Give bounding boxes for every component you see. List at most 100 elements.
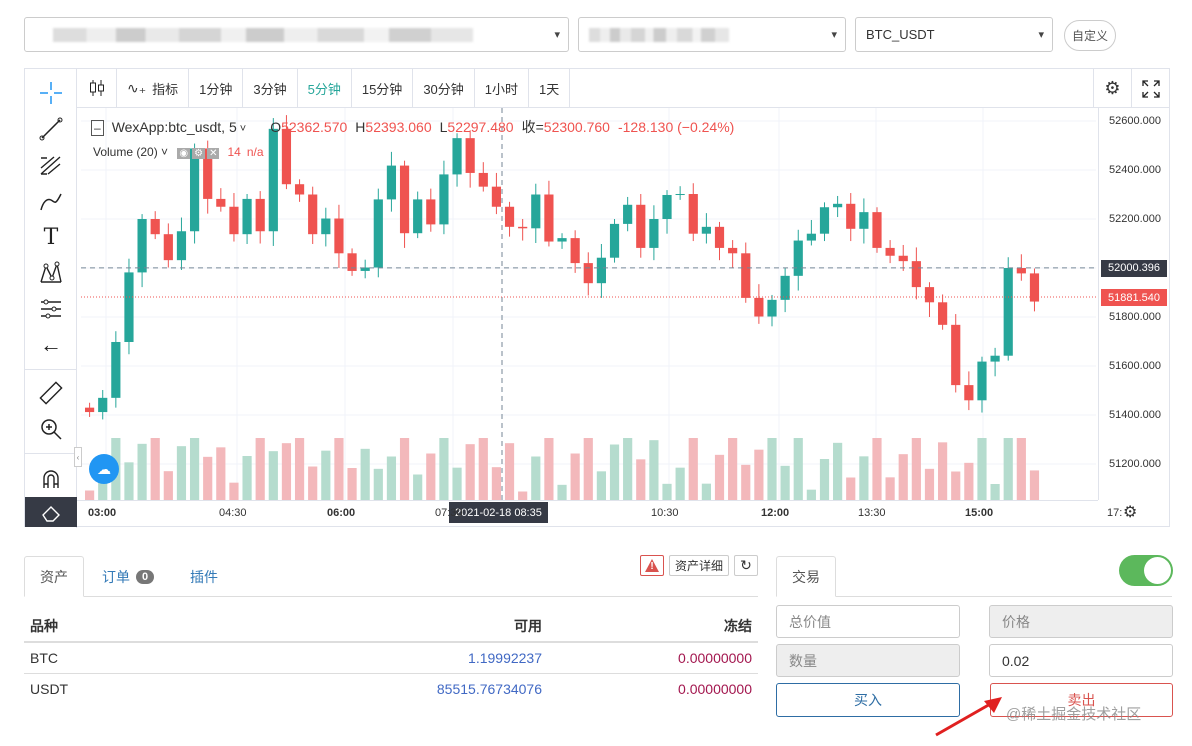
price-axis[interactable]: 52600.00052400.00052200.00052000.0005180…: [1098, 108, 1169, 500]
interval-6[interactable]: 1天: [529, 68, 571, 108]
indicators-button[interactable]: ∿₊ 指标: [117, 68, 190, 108]
candle-body: [754, 297, 764, 317]
eye-icon[interactable]: ◉: [177, 148, 191, 159]
axis-settings-icon[interactable]: ⚙: [1123, 504, 1138, 521]
pattern-tool-icon[interactable]: [25, 255, 77, 291]
volume-bar: [924, 468, 935, 500]
interval-2[interactable]: 5分钟: [298, 68, 352, 108]
cell-frozen: 0.00000000: [548, 641, 758, 673]
chart-toolbar: ∿₊ 指标 1分钟 3分钟 5分钟 15分钟 30分钟 1小时 1天 ⚙: [77, 68, 1169, 108]
gear-icon[interactable]: ⚙: [192, 148, 206, 159]
market-select[interactable]: ▾: [24, 17, 569, 52]
refresh-icon[interactable]: ↻: [734, 555, 758, 576]
candle-body: [1029, 273, 1040, 302]
last-price-tag: 51881.540: [1101, 289, 1167, 307]
candle-body: [728, 247, 738, 254]
crosshair-time-label: 2021-02-18 08:35: [449, 502, 548, 523]
time-tick-label: 17:: [1107, 507, 1123, 519]
ohlc-legend: – WexApp:btc_usdt, 5 ˅ O52362.570 H52393.06…: [91, 117, 734, 137]
interval-0[interactable]: 1分钟: [189, 68, 244, 108]
volume-bar: [583, 438, 593, 500]
quantity-input: 数量: [776, 644, 960, 677]
volume-bar: [833, 442, 843, 500]
exchange-select[interactable]: ▾: [578, 17, 846, 52]
fullscreen-icon[interactable]: [1131, 69, 1169, 108]
tab-orders[interactable]: 订单 0: [102, 556, 155, 597]
magnet-icon[interactable]: [25, 461, 77, 497]
warning-button[interactable]: !: [640, 555, 664, 576]
price-tick-label: 52600.000: [1109, 115, 1161, 127]
candle-body: [150, 219, 160, 235]
price-tick-label: 51400.000: [1109, 409, 1161, 421]
sell-button[interactable]: 卖出: [990, 683, 1173, 717]
close-icon[interactable]: ✕: [207, 148, 220, 159]
buy-button[interactable]: 买入: [776, 683, 960, 717]
candle-body: [662, 194, 672, 219]
settings-icon[interactable]: ⚙: [1093, 69, 1131, 108]
interval-1[interactable]: 3分钟: [243, 68, 298, 108]
volume-bar: [714, 454, 725, 500]
candle-body: [203, 148, 213, 199]
chart-type-button[interactable]: [77, 68, 117, 108]
candle-body: [636, 204, 646, 248]
ruler-tool-icon[interactable]: [25, 375, 77, 411]
volume-bar: [308, 466, 318, 500]
fib-tool-icon[interactable]: [25, 147, 77, 183]
candle-body: [111, 341, 121, 398]
volume-bar: [675, 467, 685, 500]
custom-button[interactable]: 自定义: [1064, 20, 1116, 51]
volume-bar: [754, 449, 764, 500]
trade-toggle[interactable]: [1119, 555, 1173, 586]
chevron-down-icon[interactable]: ˅: [236, 123, 247, 135]
amount-input[interactable]: 0.02: [989, 644, 1173, 677]
crosshair-tool-icon[interactable]: [25, 75, 77, 111]
eraser-icon[interactable]: [25, 497, 77, 527]
volume-bar: [793, 438, 803, 500]
high-label: H: [355, 119, 366, 135]
trend-line-tool-icon[interactable]: [25, 111, 77, 147]
indicators-icon: ∿₊: [127, 79, 147, 96]
interval-3[interactable]: 15分钟: [352, 68, 414, 108]
candle-body: [465, 138, 475, 173]
volume-bar: [911, 438, 921, 500]
tab-trade[interactable]: 交易: [776, 556, 836, 597]
candle-body: [98, 397, 108, 413]
candle-body: [518, 226, 528, 229]
tab-assets[interactable]: 资产: [24, 556, 84, 597]
orders-count-badge: 0: [136, 569, 155, 584]
candle-body: [649, 219, 659, 248]
volume-bar: [531, 456, 541, 500]
candle-body: [504, 206, 515, 227]
price-plot[interactable]: [81, 108, 1096, 500]
candle-body: [924, 287, 935, 303]
chevron-down-icon[interactable]: ˅: [157, 145, 172, 159]
text-tool-icon[interactable]: T: [43, 224, 59, 250]
zoom-in-icon[interactable]: [25, 411, 77, 447]
collapse-icon[interactable]: –: [91, 120, 104, 136]
hide-toolbar-handle[interactable]: ‹: [74, 447, 82, 467]
volume-bar: [137, 443, 147, 500]
time-tick-label: 12:00: [761, 507, 790, 519]
volume-bar: [623, 438, 633, 500]
prediction-tool-icon[interactable]: [25, 291, 77, 327]
logo-icon[interactable]: ☁: [89, 454, 119, 484]
interval-4[interactable]: 30分钟: [413, 68, 475, 108]
pair-select[interactable]: BTC_USDT ▾: [855, 17, 1053, 52]
volume-bar: [806, 489, 816, 500]
brush-tool-icon[interactable]: [25, 183, 77, 219]
candle-body: [452, 138, 462, 175]
interval-5[interactable]: 1小时: [475, 68, 530, 108]
candle-body: [242, 198, 252, 235]
time-axis[interactable]: 2021-02-18 08:35 03:00 04:30 06:00 07:30 10:…: [77, 500, 1122, 527]
candle-body: [1016, 268, 1026, 274]
asset-detail-button[interactable]: 资产详细: [669, 555, 729, 576]
candle-body: [491, 186, 502, 207]
chart-widget[interactable]: T ← ∿₊ 指标 1分钟 3分钟 5分钟 15分钟 30分钟 1小时 1天 ⚙ – WexAp…: [24, 68, 1170, 528]
total-value-input[interactable]: 总价值: [776, 605, 960, 638]
volume-bar: [885, 477, 895, 500]
tab-plugins[interactable]: 插件: [190, 568, 218, 585]
candle-body: [938, 302, 948, 325]
indicators-label: 指标: [152, 81, 179, 97]
back-arrow-icon[interactable]: ←: [40, 332, 62, 357]
chevron-down-icon: ▾: [831, 29, 837, 41]
